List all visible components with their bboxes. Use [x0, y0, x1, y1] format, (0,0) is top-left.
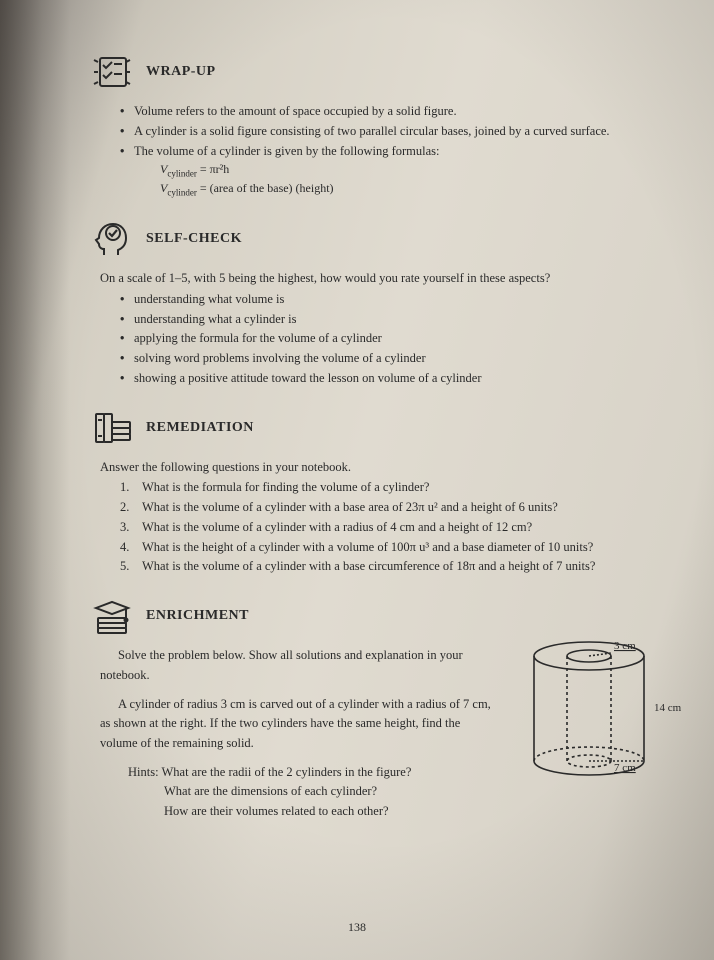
wrapup-title: WRAP-UP: [146, 64, 216, 80]
cylinder-figure: 3 cm 7 cm 14 cm: [514, 631, 694, 811]
selfcheck-title: SELF-CHECK: [146, 231, 242, 247]
remediation-item: 2.What is the volume of a cylinder with …: [120, 498, 674, 517]
inner-radius-label: 3 cm: [614, 640, 636, 652]
enrichment-p1: Solve the problem below. Show all soluti…: [100, 646, 500, 685]
selfcheck-bullets: understanding what volume is understandi…: [100, 290, 674, 388]
remediation-section: REMEDIATION Answer the following questio…: [90, 406, 674, 577]
selfcheck-bullet: showing a positive attitude toward the l…: [120, 369, 674, 388]
wrapup-bullet: The volume of a cylinder is given by the…: [120, 142, 674, 161]
selfcheck-content: On a scale of 1–5, with 5 being the high…: [100, 269, 674, 388]
selfcheck-bullet: solving word problems involving the volu…: [120, 349, 674, 368]
outer-radius-label: 7 cm: [614, 762, 636, 774]
textbook-page: WRAP-UP Volume refers to the amount of s…: [0, 0, 714, 960]
remediation-list: 1.What is the formula for finding the vo…: [100, 478, 674, 576]
remediation-item: 4.What is the height of a cylinder with …: [120, 538, 674, 557]
selfcheck-header: SELF-CHECK: [90, 217, 674, 261]
remediation-header: REMEDIATION: [90, 406, 674, 450]
wrapup-bullet: Volume refers to the amount of space occ…: [120, 102, 674, 121]
wrapup-section: WRAP-UP Volume refers to the amount of s…: [90, 50, 674, 199]
selfcheck-bullet: applying the formula for the volume of a…: [120, 329, 674, 348]
enrichment-title: ENRICHMENT: [146, 608, 249, 624]
formula-line: Vcylinder = (area of the base) (height): [160, 180, 674, 199]
remediation-title: REMEDIATION: [146, 420, 254, 436]
enrichment-p2: A cylinder of radius 3 cm is carved out …: [100, 695, 500, 753]
enrichment-section: ENRICHMENT Solve the problem below. Show…: [90, 594, 674, 826]
height-label: 14 cm: [654, 702, 682, 714]
formula-block: Vcylinder = πr²h Vcylinder = (area of th…: [160, 161, 674, 199]
selfcheck-intro: On a scale of 1–5, with 5 being the high…: [100, 269, 674, 288]
selfcheck-section: SELF-CHECK On a scale of 1–5, with 5 bei…: [90, 217, 674, 388]
remediation-item: 5.What is the volume of a cylinder with …: [120, 557, 674, 576]
remediation-item: 1.What is the formula for finding the vo…: [120, 478, 674, 497]
books-icon: [90, 406, 134, 450]
head-check-icon: [90, 217, 134, 261]
enrichment-content: Solve the problem below. Show all soluti…: [100, 646, 674, 826]
wrapup-bullets: Volume refers to the amount of space occ…: [100, 102, 674, 160]
enrichment-hints: Hints: What are the radii of the 2 cylin…: [128, 763, 500, 821]
selfcheck-bullet: understanding what a cylinder is: [120, 310, 674, 329]
graduation-icon: [90, 594, 134, 638]
remediation-content: Answer the following questions in your n…: [100, 458, 674, 577]
remediation-item: 3.What is the volume of a cylinder with …: [120, 518, 674, 537]
remediation-intro: Answer the following questions in your n…: [100, 458, 674, 477]
formula-line: Vcylinder = πr²h: [160, 161, 674, 180]
page-number: 138: [348, 920, 366, 935]
enrichment-text: Solve the problem below. Show all soluti…: [100, 646, 500, 821]
selfcheck-bullet: understanding what volume is: [120, 290, 674, 309]
wrapup-content: Volume refers to the amount of space occ…: [100, 102, 674, 199]
wrapup-bullet: A cylinder is a solid figure consisting …: [120, 122, 674, 141]
checklist-icon: [90, 50, 134, 94]
wrapup-header: WRAP-UP: [90, 50, 674, 94]
